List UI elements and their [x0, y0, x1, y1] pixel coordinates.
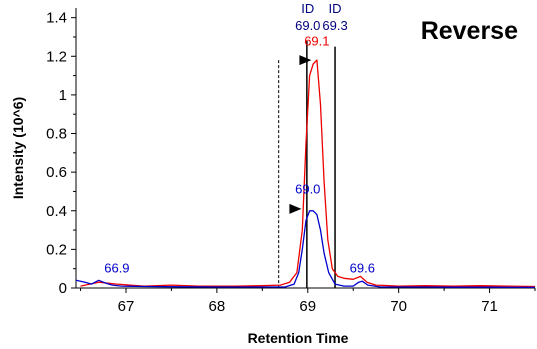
peak-annotation: 69.3: [322, 18, 347, 33]
peak-marker: [289, 203, 302, 214]
y-tick-label: 1.2: [46, 48, 67, 65]
peak-annotation: 69.1: [304, 34, 329, 49]
series-line-1: [80, 59, 536, 288]
y-tick-label: 0.4: [46, 203, 67, 220]
peak-marker: [299, 55, 312, 66]
peak-annotation: 69.0: [295, 181, 320, 196]
peak-annotation: ID: [301, 1, 314, 16]
x-tick-label: 71: [481, 298, 498, 315]
y-tick-label: 0.2: [46, 241, 67, 258]
peak-annotation: ID: [329, 1, 342, 16]
y-tick-label: 1.4: [46, 10, 67, 27]
y-tick-label: 0.8: [46, 126, 67, 143]
x-axis-label: Retention Time: [248, 330, 349, 346]
series-line-2: [75, 210, 536, 289]
y-tick-label: 0.6: [46, 164, 67, 181]
y-tick-label: 1: [59, 87, 67, 104]
peak-annotation: 69.6: [350, 261, 375, 276]
y-tick-label: 0: [59, 280, 67, 297]
peak-annotation: 69.0: [295, 18, 320, 33]
peak-annotation: 66.9: [104, 261, 129, 276]
y-axis-label: Intensity (10^6): [10, 97, 26, 199]
x-tick-label: 69: [299, 298, 316, 315]
x-tick-label: 70: [390, 298, 407, 315]
x-tick-label: 68: [209, 298, 226, 315]
chart-title: Reverse: [421, 17, 518, 45]
x-tick-label: 67: [118, 298, 135, 315]
